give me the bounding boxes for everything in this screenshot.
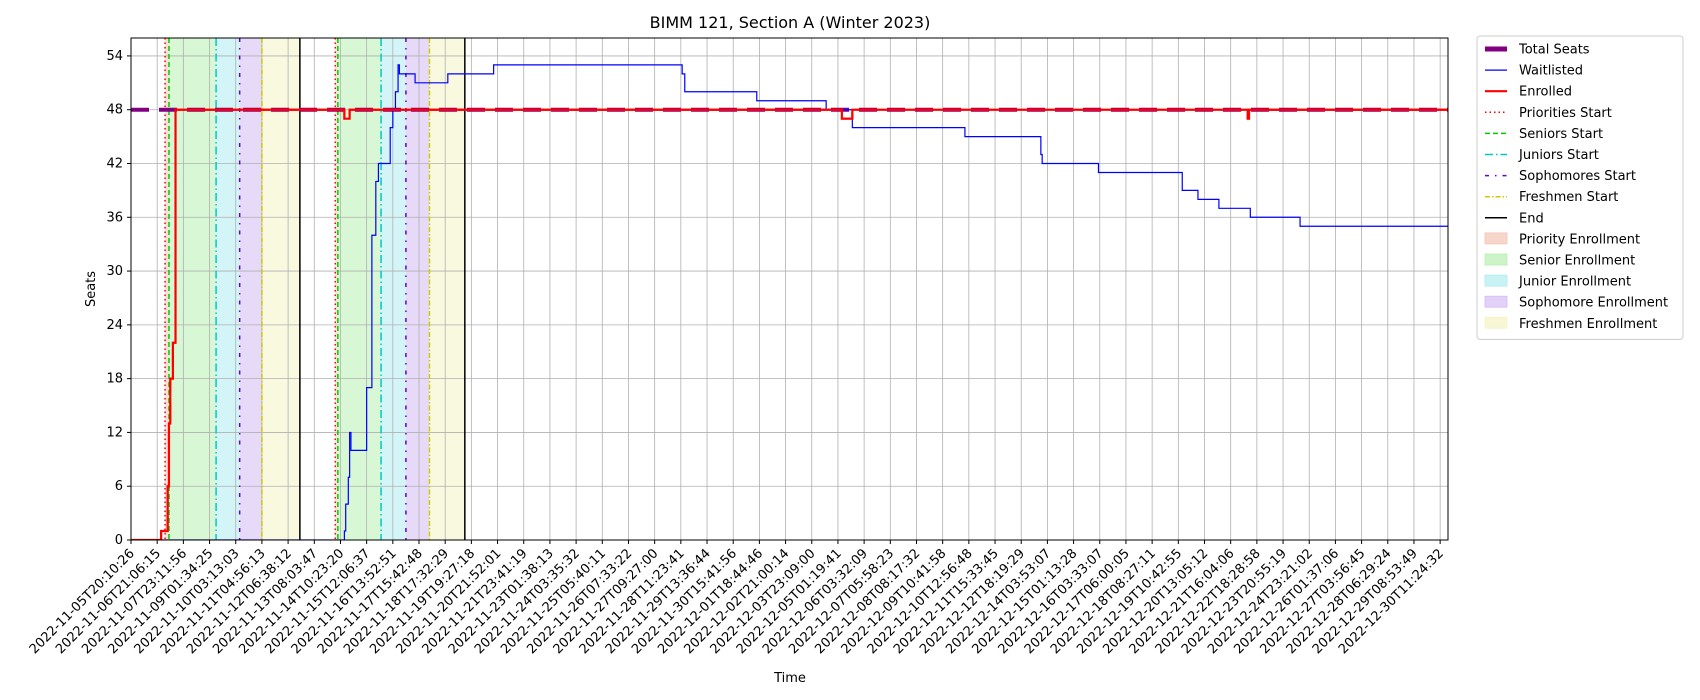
legend-priorities-start-label: Priorities Start [1519, 106, 1612, 121]
region-junior-enrollment-2 [381, 38, 406, 540]
region-priority-enrollment-1 [165, 38, 169, 540]
series-waitlisted [131, 64, 1448, 540]
series-enrolled-overlay [131, 108, 1448, 540]
region-freshmen-enrollment-2 [429, 38, 465, 540]
region-freshmen-enrollment-1 [261, 38, 300, 540]
legend-box [1476, 35, 1684, 340]
legend-sophomore-enrollment-swatch [1484, 295, 1508, 308]
region-priority-enrollment-2 [335, 38, 338, 540]
plot-area: 0612182430364248542022-11-05T20:10:26202… [27, 37, 1449, 657]
region-sophomore-enrollment-1 [239, 38, 262, 540]
y-tick-label: 24 [106, 318, 123, 333]
legend-senior-enrollment-swatch [1484, 253, 1508, 266]
legend-enrolled-label: Enrolled [1519, 85, 1572, 100]
y-tick-label: 12 [106, 425, 123, 440]
x-axis-label: Time [773, 671, 806, 686]
series-group [131, 64, 1448, 540]
plot-background [131, 38, 1448, 540]
plot-frame [130, 37, 1449, 541]
legend-senior-enrollment-label: Senior Enrollment [1519, 254, 1635, 269]
y-tick-label: 48 [106, 103, 123, 118]
legend-priority-enrollment-label: Priority Enrollment [1519, 232, 1640, 247]
region-sophomore-enrollment-2 [405, 38, 430, 540]
legend-end-label: End [1519, 211, 1544, 226]
legend-sophomores-start-label: Sophomores Start [1519, 169, 1636, 184]
y-tick-label: 6 [115, 479, 123, 494]
legend-junior-enrollment-label: Junior Enrollment [1518, 275, 1631, 290]
y-axis-label: Seats [84, 271, 99, 307]
legend-freshmen-start-label: Freshmen Start [1519, 190, 1618, 205]
y-tick-label: 54 [106, 49, 123, 64]
chart-legend: Total Seats Waitlisted Enrolled Priorities … [1476, 35, 1684, 340]
y-tick-label: 18 [106, 372, 123, 387]
y-tick-label: 36 [106, 210, 123, 225]
legend-priority-enrollment-swatch [1484, 232, 1508, 245]
legend-juniors-start-label: Juniors Start [1518, 148, 1599, 163]
chart-title: BIMM 121, Section A (Winter 2023) [650, 13, 931, 32]
legend-total-seats-label: Total Seats [1518, 43, 1590, 58]
legend-seniors-start-label: Seniors Start [1519, 127, 1603, 142]
legend-freshmen-enrollment-swatch [1484, 316, 1508, 329]
legend-sophomore-enrollment-label: Sophomore Enrollment [1519, 296, 1668, 311]
y-tick-label: 42 [106, 157, 123, 172]
legend-freshmen-enrollment-label: Freshmen Enrollment [1519, 317, 1657, 332]
legend-junior-enrollment-swatch [1484, 274, 1508, 287]
region-senior-enrollment-2 [337, 38, 382, 540]
y-tick-label: 30 [106, 264, 123, 279]
region-senior-enrollment-1 [168, 38, 217, 540]
y-tick-label: 0 [115, 533, 123, 548]
legend-waitlisted-label: Waitlisted [1519, 64, 1583, 79]
